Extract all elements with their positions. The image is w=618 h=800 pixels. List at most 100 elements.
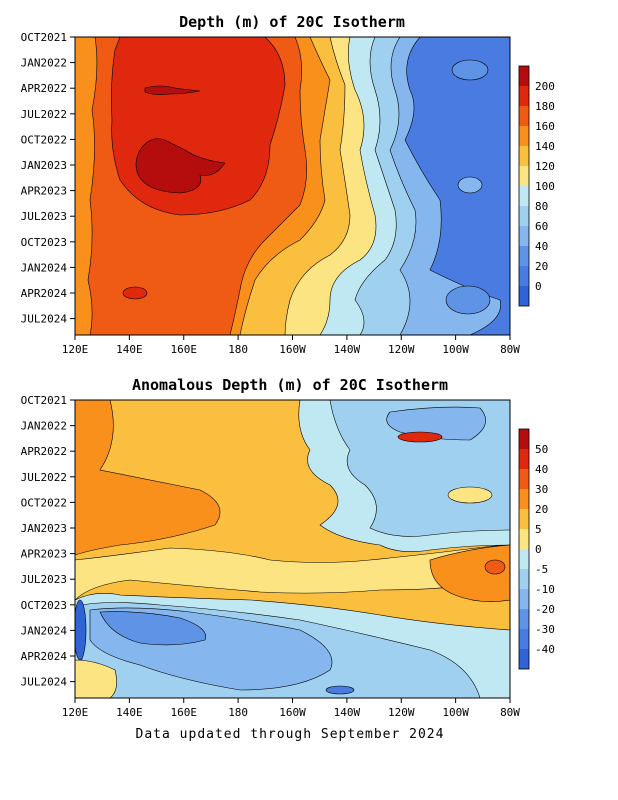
anomaly-contour-0 — [75, 544, 510, 601]
depth-patch-1 — [122, 286, 148, 300]
anomaly-panel: Anomalous Depth (m) of 20C Isotherm — [21, 376, 555, 719]
depth-legend-label: 60 — [535, 220, 548, 233]
anomaly-patch-4 — [325, 685, 355, 695]
anomaly-legend-label: 0 — [535, 543, 542, 556]
anomaly-legend-swatch — [519, 629, 529, 649]
anomaly-contour-field — [75, 400, 510, 698]
depth-y-tick-label: APR2023 — [21, 185, 67, 198]
anomaly-legend-label: 50 — [535, 443, 548, 456]
depth-x-tick-label: 180 — [228, 343, 248, 356]
depth-chart-title: Depth (m) of 20C Isotherm — [179, 13, 405, 31]
depth-legend-frame — [518, 65, 530, 307]
depth-y-tick-label: OCT2022 — [21, 133, 67, 146]
depth-contour-field — [75, 37, 510, 335]
anomaly-legend-label: -20 — [535, 603, 555, 616]
anomaly-y-tick-label: JUL2022 — [21, 471, 67, 484]
anomaly-y-tick-label: OCT2023 — [21, 599, 67, 612]
depth-y-tick-label: JUL2022 — [21, 108, 67, 121]
depth-legend-swatch — [519, 246, 529, 266]
data-updated-footer: Data updated through September 2024 — [136, 727, 445, 742]
depth-legend-swatch — [519, 266, 529, 286]
depth-y-axis: OCT2021 JAN2022 APR2022 JUL2022 OCT2022 JAN20… — [21, 31, 75, 326]
depth-legend-swatch — [519, 86, 529, 106]
anomaly-legend-swatch — [519, 449, 529, 469]
depth-legend-swatch — [519, 286, 529, 306]
depth-x-tick-label: 160E — [171, 343, 198, 356]
anomaly-legend-label: 30 — [535, 483, 548, 496]
anomaly-x-tick-label: 120W — [388, 706, 415, 719]
depth-panel: Depth (m) of 20C Isotherm — [21, 13, 555, 356]
anomaly-legend-frame — [518, 428, 530, 670]
anomaly-patch-warm — [397, 431, 443, 443]
depth-contour-200 — [135, 138, 226, 194]
anomaly-legend-swatch — [519, 509, 529, 529]
anomaly-y-tick-label: APR2024 — [21, 650, 68, 663]
depth-legend-label: 80 — [535, 200, 548, 213]
depth-y-tick-label: APR2024 — [21, 287, 68, 300]
depth-legend-label: 0 — [535, 280, 542, 293]
anomaly-x-tick-label: 140E — [116, 706, 143, 719]
anomaly-x-tick-label: 120E — [62, 706, 89, 719]
anomaly-patch-cold — [75, 599, 87, 661]
anomaly-x-tick-label: 140W — [334, 706, 361, 719]
anomaly-legend-label: -10 — [535, 583, 555, 596]
depth-legend-swatch — [519, 186, 529, 206]
anomaly-contour-positive-east — [429, 544, 510, 602]
anomaly-legend-swatch — [519, 429, 529, 449]
anomaly-legend-swatch — [519, 569, 529, 589]
anomaly-legend-label: -30 — [535, 623, 555, 636]
anomaly-contour-0-bottom — [75, 659, 117, 698]
depth-legend-label: 100 — [535, 180, 555, 193]
anomaly-y-tick-label: JUL2024 — [21, 676, 68, 689]
depth-legend-label: 200 — [535, 80, 555, 93]
anomaly-legend-swatch — [519, 489, 529, 509]
anomaly-contour-neg30 — [99, 611, 207, 646]
anomaly-y-tick-label: APR2022 — [21, 445, 67, 458]
depth-legend-label: 140 — [535, 140, 555, 153]
depth-y-tick-label: JAN2024 — [21, 261, 68, 274]
depth-x-tick-label: 100W — [442, 343, 469, 356]
depth-contour-200-small — [144, 85, 201, 95]
anomaly-y-axis: OCT2021 JAN2022 APR2022 JUL2022 OCT2022 JAN20… — [21, 394, 75, 689]
anomaly-legend-label: -40 — [535, 643, 555, 656]
depth-x-axis: 120E 140E 160E 180 160W 140W 120W 100W 80W — [62, 335, 520, 356]
depth-patch-3 — [445, 285, 491, 315]
depth-legend-swatch — [519, 126, 529, 146]
depth-legend-swatch — [519, 146, 529, 166]
depth-x-tick-label: 140W — [334, 343, 361, 356]
depth-legend-swatch — [519, 166, 529, 186]
depth-y-tick-label: OCT2023 — [21, 236, 67, 249]
anomaly-legend-swatch — [519, 649, 529, 669]
depth-contour-180 — [111, 37, 286, 216]
anomaly-contour-positive-west — [75, 400, 221, 556]
depth-legend-swatch — [519, 106, 529, 126]
anomaly-y-tick-label: JUL2023 — [21, 573, 67, 586]
depth-legend-label: 40 — [535, 240, 548, 253]
anomaly-x-axis: 120E 140E 160E 180 160W 140W 120W 100W 80W — [62, 698, 520, 719]
depth-legend-label: 20 — [535, 260, 548, 273]
anomaly-y-tick-label: OCT2022 — [21, 496, 67, 509]
depth-y-tick-label: JAN2022 — [21, 57, 67, 70]
anomaly-x-tick-label: 80W — [500, 706, 520, 719]
depth-y-tick-label: JUL2024 — [21, 313, 68, 326]
anomaly-patch-3 — [484, 559, 506, 575]
anomaly-legend-label: 40 — [535, 463, 548, 476]
anomaly-patch-2 — [447, 486, 493, 504]
depth-patch-4 — [451, 59, 489, 81]
depth-x-tick-label: 160W — [279, 343, 306, 356]
anomaly-legend-label: 5 — [535, 523, 542, 536]
depth-legend-swatch — [519, 226, 529, 246]
anomaly-y-tick-label: JAN2024 — [21, 624, 68, 637]
anomaly-legend-swatch — [519, 549, 529, 569]
anomaly-x-tick-label: 160E — [171, 706, 198, 719]
anomaly-x-tick-label: 180 — [228, 706, 248, 719]
anomaly-legend-label: 20 — [535, 503, 548, 516]
anomaly-legend-label: -5 — [535, 563, 548, 576]
depth-y-tick-label: JUL2023 — [21, 210, 67, 223]
anomaly-x-tick-label: 100W — [442, 706, 469, 719]
depth-y-tick-label: OCT2021 — [21, 31, 67, 44]
depth-legend-swatch — [519, 66, 529, 86]
depth-x-tick-label: 120W — [388, 343, 415, 356]
